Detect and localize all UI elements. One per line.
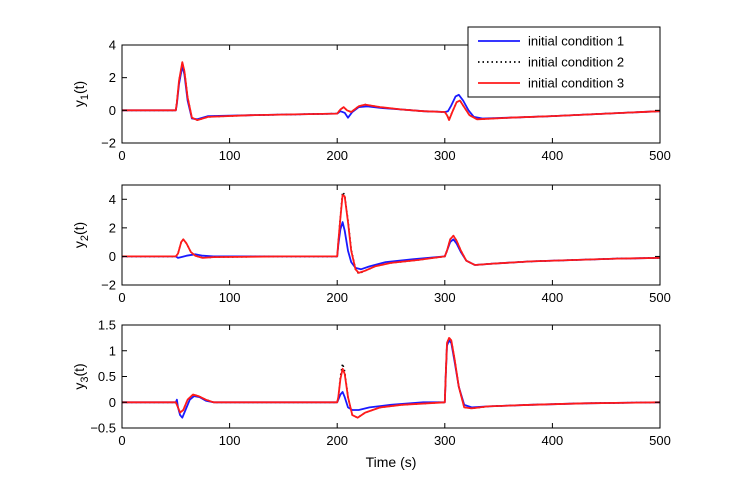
y-tick-label: 4 bbox=[109, 192, 116, 207]
x-tick-label: 0 bbox=[118, 433, 125, 448]
x-tick-label: 0 bbox=[118, 290, 125, 305]
legend-label-2: initial condition 2 bbox=[528, 55, 624, 70]
x-tick-label: 400 bbox=[542, 148, 564, 163]
series-line-3 bbox=[122, 61, 660, 121]
x-tick-label: 200 bbox=[326, 290, 348, 305]
legend: initial condition 1 initial condition 2 in… bbox=[467, 26, 661, 98]
x-tick-label: 400 bbox=[542, 290, 564, 305]
y-tick-label: 0.5 bbox=[98, 369, 116, 384]
x-tick-label: 100 bbox=[219, 433, 241, 448]
y-axis-label: y1(t) bbox=[71, 81, 91, 107]
y-tick-label: −0.5 bbox=[90, 421, 116, 436]
y-axis-label: y2(t) bbox=[71, 222, 91, 248]
series-line-3 bbox=[122, 194, 660, 274]
series-group bbox=[122, 191, 660, 275]
series-group bbox=[122, 61, 660, 121]
y-axis-label: y3(t) bbox=[71, 363, 91, 389]
x-tick-label: 300 bbox=[434, 290, 456, 305]
legend-box bbox=[467, 26, 661, 98]
x-tick-label: 300 bbox=[434, 433, 456, 448]
y-tick-label: 2 bbox=[109, 70, 116, 85]
y-tick-label: 0 bbox=[109, 103, 116, 118]
x-tick-label: 0 bbox=[118, 148, 125, 163]
y-tick-label: −2 bbox=[101, 278, 116, 293]
x-tick-label: 200 bbox=[326, 148, 348, 163]
y-tick-label: 0 bbox=[109, 249, 116, 264]
x-tick-label: 100 bbox=[219, 290, 241, 305]
x-tick-label: 500 bbox=[649, 290, 671, 305]
y-tick-label: −2 bbox=[101, 136, 116, 151]
legend-label-3: initial condition 3 bbox=[528, 76, 624, 91]
axes-box bbox=[121, 184, 661, 286]
subplot-3: 0 100 200 300 400 500−0.500.511.5y3(t)Time (s… bbox=[71, 318, 671, 471]
y-tick-label: 0 bbox=[109, 395, 116, 410]
y-tick-label: 1.5 bbox=[98, 318, 116, 333]
x-tick-label: 500 bbox=[649, 148, 671, 163]
x-axis-label: Time (s) bbox=[366, 454, 417, 470]
x-tick-label: 500 bbox=[649, 433, 671, 448]
x-tick-label: 200 bbox=[326, 433, 348, 448]
y-tick-label: 1 bbox=[109, 343, 116, 358]
legend-label-1: initial condition 1 bbox=[528, 34, 624, 49]
series-group bbox=[122, 337, 660, 419]
x-tick-label: 300 bbox=[434, 148, 456, 163]
axes-box bbox=[121, 324, 661, 429]
y-tick-label: 2 bbox=[109, 220, 116, 235]
x-tick-label: 100 bbox=[219, 148, 241, 163]
x-tick-label: 400 bbox=[542, 433, 564, 448]
series-line-3 bbox=[122, 337, 660, 419]
y-tick-label: 4 bbox=[109, 38, 116, 53]
